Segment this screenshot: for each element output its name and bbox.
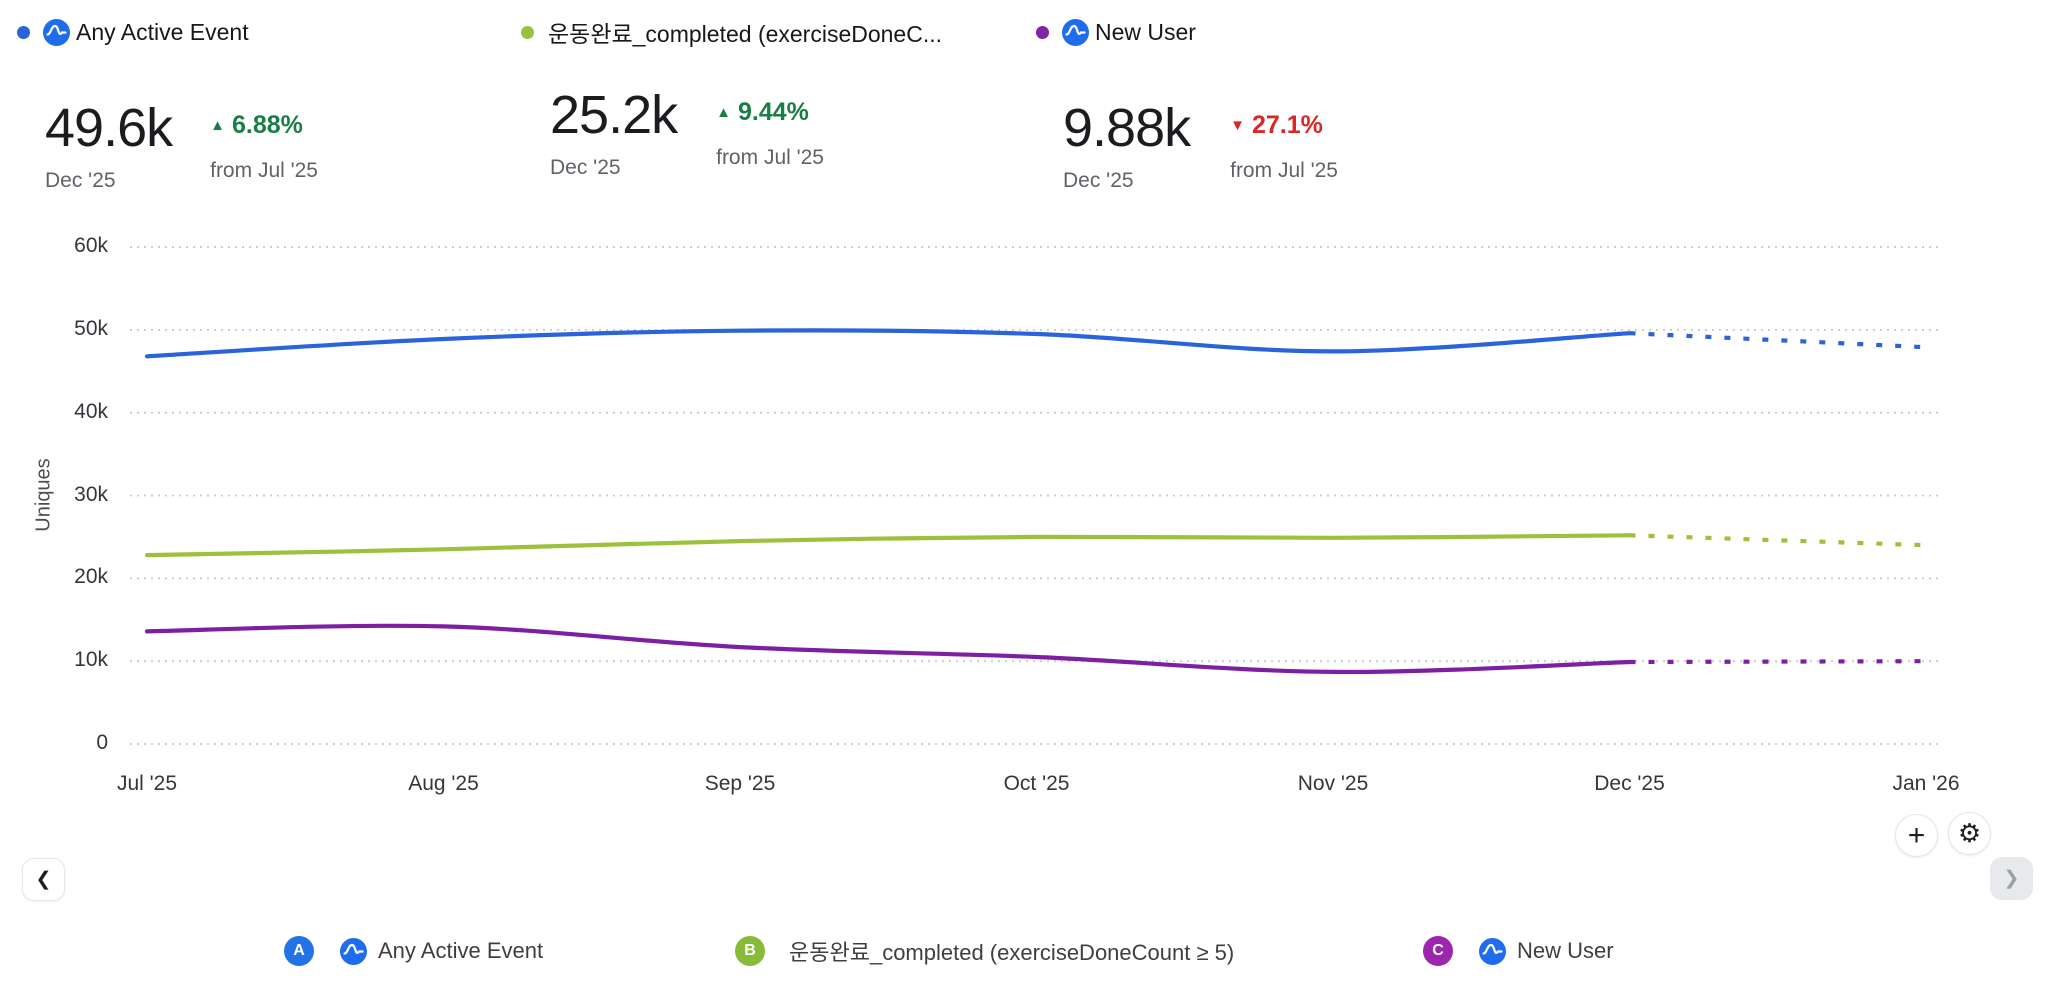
top-legend-label: 운동완료_completed (exerciseDoneC...: [548, 21, 943, 47]
amplitude-event-icon: [43, 18, 70, 46]
plus-icon: +: [1907, 818, 1926, 852]
chevron-left-icon: ❮: [35, 869, 52, 890]
series-badge-b: B: [735, 936, 765, 966]
series-line[interactable]: [144, 623, 1632, 675]
metric-compare: from Jul '25: [210, 159, 318, 182]
trend-down-icon: ▼: [1230, 117, 1245, 134]
bottom-legend-label: New User: [1517, 938, 1614, 963]
metric-compare: from Jul '25: [716, 146, 824, 169]
series-line[interactable]: [144, 533, 1632, 558]
y-tick-label: 20k: [74, 565, 108, 589]
metric-change: ▼ 27.1%: [1230, 113, 1338, 138]
bottom-legend-item-a[interactable]: A Any Active Event: [284, 936, 543, 966]
series-color-dot-green: [521, 25, 534, 39]
y-tick-label: 30k: [74, 482, 108, 506]
add-annotation-button[interactable]: +: [1895, 814, 1938, 857]
series-line[interactable]: [144, 328, 1632, 359]
metric-new-user: 9.88k Dec '25 ▼ 27.1% from Jul '25: [1063, 101, 1338, 193]
metric-change: ▲ 9.44%: [716, 100, 824, 125]
metric-change: ▲ 6.88%: [210, 113, 318, 138]
metric-change-value: 9.44%: [737, 98, 809, 126]
trend-up-icon: ▲: [716, 104, 731, 121]
y-tick-label: 0: [96, 731, 108, 754]
metric-change-value: 6.88%: [231, 111, 303, 139]
x-tick-label: Nov '25: [1297, 772, 1369, 795]
metric-period: Dec '25: [550, 156, 621, 179]
bottom-legend-item-c[interactable]: C New User: [1423, 936, 1614, 966]
bottom-legend-label: Any Active Event: [378, 938, 544, 963]
series-forecast-dashed-line[interactable]: [1629, 533, 1927, 548]
amplitude-event-icon: [1062, 18, 1089, 46]
top-legend-item-exercise-completed[interactable]: 운동완료_completed (exerciseDoneC...: [521, 17, 942, 47]
metric-period: Dec '25: [1063, 169, 1134, 192]
series-forecast-dashed-line[interactable]: [1629, 659, 1927, 665]
chevron-right-icon: ❯: [2003, 868, 2020, 889]
top-legend-item-any-active-event[interactable]: Any Active Event: [17, 17, 249, 47]
x-tick-label: Jul '25: [116, 772, 178, 795]
line-chart[interactable]: [130, 241, 1940, 761]
top-legend-label: Any Active Event: [76, 18, 249, 45]
x-tick-label: Jan '26: [1892, 772, 1960, 795]
y-tick-label: 10k: [74, 648, 108, 672]
x-tick-label: Dec '25: [1594, 772, 1665, 795]
metric-any-active-event: 49.6k Dec '25 ▲ 6.88% from Jul '25: [45, 101, 318, 193]
metric-compare: from Jul '25: [1230, 159, 1338, 182]
top-legend-label: New User: [1095, 18, 1196, 45]
x-tick-label: Aug '25: [408, 772, 479, 795]
y-tick-label: 50k: [74, 316, 108, 340]
metric-value: 9.88k: [1063, 98, 1191, 158]
top-legend-item-new-user[interactable]: New User: [1036, 17, 1196, 47]
previous-page-button[interactable]: ❮: [22, 858, 65, 901]
series-badge-a: A: [284, 936, 314, 966]
metric-exercise-completed: 25.2k Dec '25 ▲ 9.44% from Jul '25: [550, 88, 824, 180]
trend-up-icon: ▲: [210, 117, 225, 134]
metric-value: 49.6k: [45, 98, 173, 158]
chart-settings-button[interactable]: ⚙: [1948, 812, 1991, 855]
series-color-dot-blue: [17, 25, 30, 39]
metric-period: Dec '25: [45, 169, 116, 192]
gear-icon: ⚙: [1957, 818, 1982, 848]
bottom-legend-label: 운동완료_completed (exerciseDoneCount ≥ 5): [789, 940, 1235, 965]
series-forecast-dashed-line[interactable]: [1629, 331, 1927, 350]
x-tick-label: Oct '25: [1003, 772, 1070, 795]
next-page-button-disabled[interactable]: ❯: [1990, 857, 2033, 900]
series-badge-c: C: [1423, 936, 1453, 966]
x-tick-label: Sep '25: [704, 772, 776, 795]
y-tick-label: 40k: [74, 399, 108, 423]
metric-value: 25.2k: [550, 85, 678, 145]
bottom-legend-item-b[interactable]: B 운동완료_completed (exerciseDoneCount ≥ 5): [735, 936, 1234, 966]
y-tick-label: 60k: [74, 234, 108, 258]
amplitude-event-icon: [1479, 937, 1506, 965]
metric-change-value: 27.1%: [1251, 111, 1323, 139]
amplitude-event-icon: [340, 937, 367, 965]
series-color-dot-purple: [1036, 25, 1049, 39]
